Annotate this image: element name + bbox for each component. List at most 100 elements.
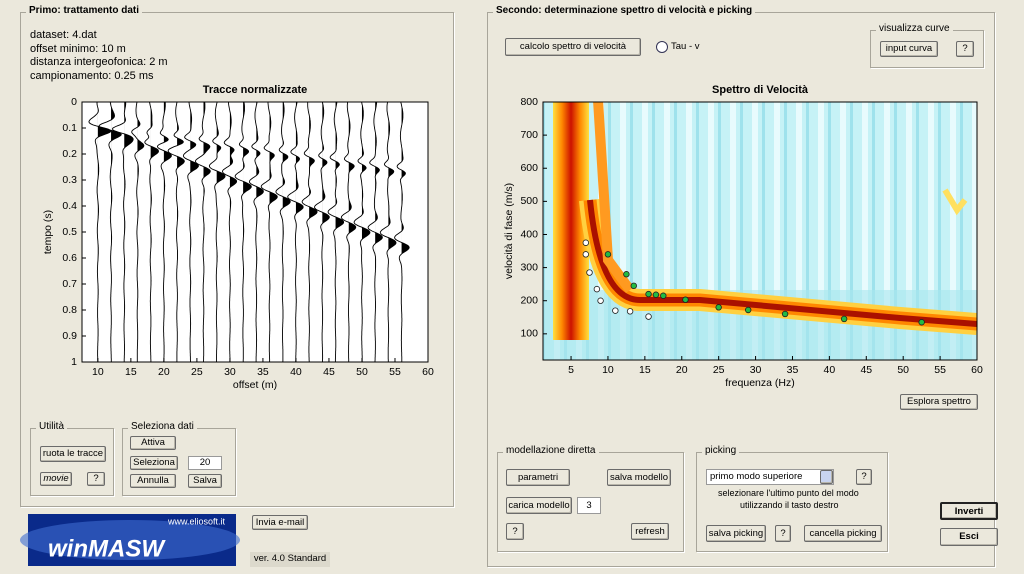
button[interactable]: Seleziona bbox=[130, 456, 178, 470]
trace bbox=[340, 101, 357, 363]
y-tick-label: 400 bbox=[520, 228, 538, 240]
button[interactable]: salva picking bbox=[706, 525, 766, 542]
trace bbox=[98, 101, 122, 362]
button[interactable]: ? bbox=[506, 523, 524, 540]
button[interactable]: ? bbox=[775, 525, 791, 542]
y-tick-label: 600 bbox=[520, 162, 538, 174]
button[interactable]: Invia e-mail bbox=[252, 515, 308, 530]
pick-point bbox=[781, 310, 789, 318]
trace bbox=[260, 102, 278, 362]
trace bbox=[194, 101, 211, 362]
y-axis-label: velocità di fase (m/s) bbox=[503, 183, 515, 279]
trace-fill bbox=[361, 102, 370, 362]
trace bbox=[275, 101, 291, 363]
button[interactable]: parametri bbox=[506, 469, 570, 486]
y-tick-label: 700 bbox=[520, 129, 538, 141]
pick-point bbox=[715, 304, 722, 311]
info-line: offset minimo: 10 m bbox=[30, 42, 126, 55]
y-tick-label: 1 bbox=[71, 356, 77, 368]
button[interactable]: movie bbox=[40, 472, 72, 486]
trace bbox=[248, 101, 264, 362]
x-axis-label: frequenza (Hz) bbox=[725, 377, 794, 389]
x-tick-label: 55 bbox=[389, 366, 401, 378]
button[interactable]: Esci bbox=[940, 528, 998, 546]
x-tick-label: 25 bbox=[713, 364, 725, 376]
pick-point bbox=[586, 269, 593, 276]
x-tick-label: 35 bbox=[257, 366, 269, 378]
trace bbox=[111, 102, 134, 363]
y-tick-label: 0.8 bbox=[62, 304, 77, 316]
trace bbox=[301, 101, 318, 362]
button[interactable]: Inverti bbox=[940, 502, 998, 520]
button[interactable]: salva modello bbox=[607, 469, 671, 486]
y-tick-label: 0.4 bbox=[62, 200, 77, 212]
dropdown-arrow[interactable] bbox=[820, 470, 833, 484]
button[interactable]: ? bbox=[87, 472, 105, 486]
x-tick-label: 55 bbox=[934, 364, 946, 376]
y-tick-label: 100 bbox=[520, 328, 538, 340]
trace-fill bbox=[348, 102, 356, 362]
button[interactable]: cancella picking bbox=[804, 525, 882, 542]
y-tick-label: 200 bbox=[520, 294, 538, 306]
x-tick-label: 45 bbox=[323, 366, 335, 378]
button[interactable]: carica modello bbox=[506, 497, 572, 514]
x-tick-label: 20 bbox=[158, 366, 170, 378]
dropdown[interactable]: primo modo superiore bbox=[706, 469, 834, 485]
button[interactable]: refresh bbox=[631, 523, 669, 540]
info-line: campionamento: 0.25 ms bbox=[30, 69, 154, 82]
panel-primo-title: Primo: trattamento dati bbox=[26, 5, 143, 16]
radio[interactable] bbox=[656, 41, 668, 53]
y-tick-label: 0.5 bbox=[62, 226, 77, 238]
input[interactable]: 3 bbox=[577, 497, 601, 514]
x-tick-label: 45 bbox=[860, 364, 872, 376]
button[interactable]: Salva bbox=[188, 474, 222, 488]
button[interactable]: Annulla bbox=[130, 474, 176, 488]
trace bbox=[287, 101, 304, 362]
trace bbox=[144, 101, 159, 362]
x-tick-label: 40 bbox=[290, 366, 302, 378]
pick-point bbox=[582, 239, 590, 246]
button[interactable]: ruota le tracce bbox=[40, 446, 106, 462]
trace-fill bbox=[177, 102, 185, 362]
input[interactable]: 20 bbox=[188, 456, 222, 470]
trace bbox=[167, 101, 185, 362]
group-visualizza-title: visualizza curve bbox=[876, 23, 953, 34]
pick-point bbox=[604, 251, 612, 258]
info-line: distanza intergeofonica: 2 m bbox=[30, 56, 168, 68]
trace bbox=[367, 101, 383, 362]
hint: utilizzando il tasto destro bbox=[740, 500, 839, 510]
trace-fill bbox=[150, 102, 159, 362]
pick-point bbox=[582, 251, 590, 258]
y-tick-label: 0 bbox=[71, 96, 77, 108]
logo-name: winMASW bbox=[48, 535, 166, 562]
pick-point bbox=[645, 313, 652, 320]
y-tick-label: 0.2 bbox=[62, 148, 77, 160]
x-tick-label: 15 bbox=[639, 364, 651, 376]
group-seleziona-title: Seleziona dati bbox=[128, 421, 197, 432]
button[interactable]: calcolo spettro di velocità bbox=[505, 38, 641, 56]
y-tick-label: 0.6 bbox=[62, 252, 77, 264]
x-tick-label: 15 bbox=[125, 366, 137, 378]
x-tick-label: 60 bbox=[422, 366, 434, 378]
pick-point bbox=[918, 319, 925, 326]
button[interactable]: Attiva bbox=[130, 436, 176, 450]
trace bbox=[131, 101, 145, 363]
y-tick-label: 0.1 bbox=[62, 122, 77, 134]
pick-point bbox=[623, 271, 630, 278]
x-tick-label: 10 bbox=[92, 366, 104, 378]
button[interactable]: ? bbox=[956, 41, 974, 57]
group-utilita-title: Utilità bbox=[36, 421, 68, 432]
version-label: ver. 4.0 Standard bbox=[250, 552, 330, 567]
logo-site: www.eliosoft.it bbox=[167, 516, 226, 526]
trace bbox=[222, 101, 238, 363]
button[interactable]: ? bbox=[856, 469, 872, 485]
pick-point bbox=[652, 291, 660, 298]
y-tick-label: 800 bbox=[520, 96, 538, 108]
trace bbox=[379, 101, 397, 362]
pick-point bbox=[593, 285, 601, 293]
button[interactable]: input curva bbox=[880, 41, 938, 57]
group-picking-title: picking bbox=[702, 445, 740, 456]
x-tick-label: 30 bbox=[224, 366, 236, 378]
button[interactable]: Esplora spettro bbox=[900, 394, 978, 410]
